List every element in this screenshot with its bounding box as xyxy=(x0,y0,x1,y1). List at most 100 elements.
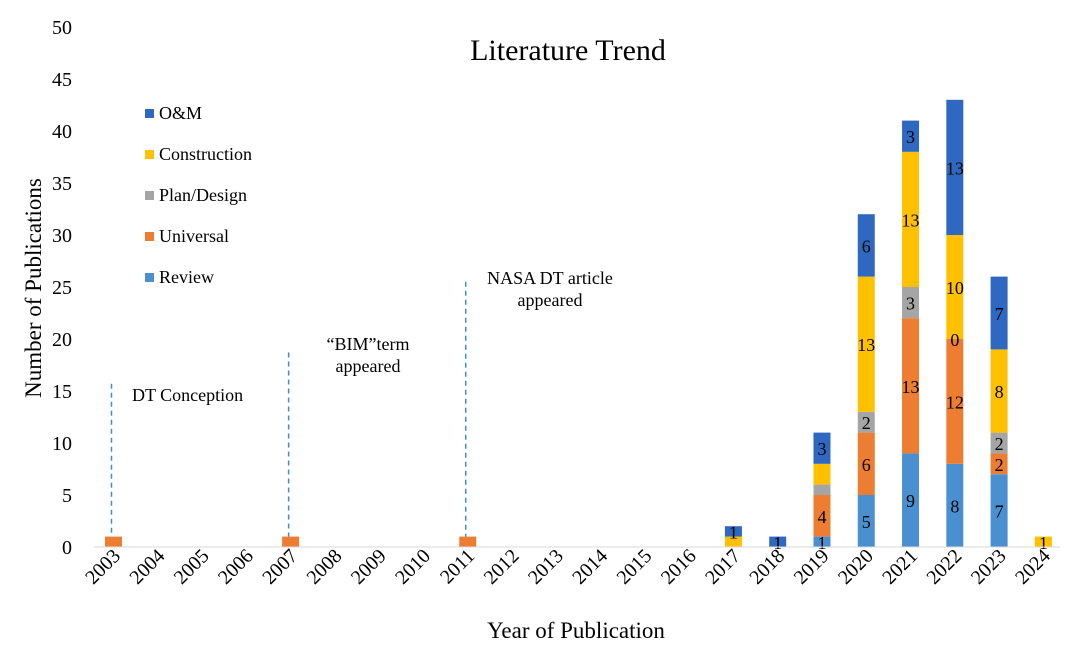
x-tick-label: 2007 xyxy=(258,545,302,589)
x-tick-label: 2021 xyxy=(878,545,922,589)
x-tick-label: 2005 xyxy=(170,545,214,589)
data-label: 3 xyxy=(817,439,826,459)
legend-swatch xyxy=(145,232,154,241)
bar-segment xyxy=(902,287,920,319)
x-tick-label: 2014 xyxy=(568,545,612,589)
annotation-text: NASA DT article xyxy=(487,268,613,288)
bar-segment xyxy=(902,120,920,152)
data-label: 1 xyxy=(1039,533,1048,553)
x-tick-label: 2010 xyxy=(391,545,435,589)
bar-segment xyxy=(813,484,831,495)
legend-label: O&M xyxy=(159,103,202,123)
y-tick-label: 45 xyxy=(52,69,72,91)
data-label: 6 xyxy=(862,455,871,475)
annotation-text: DT Conception xyxy=(132,385,243,405)
bar-segment xyxy=(724,526,742,537)
data-label: 10 xyxy=(946,278,964,298)
x-tick-label: 2013 xyxy=(524,545,568,589)
y-tick-label: 30 xyxy=(52,225,72,247)
data-label: 2 xyxy=(995,455,1004,475)
x-tick-label: 2022 xyxy=(923,545,967,589)
y-tick-label: 25 xyxy=(52,277,72,299)
x-tick-label: 2012 xyxy=(480,545,524,589)
data-label: 12 xyxy=(946,392,964,412)
legend-label: Review xyxy=(159,267,214,287)
x-tick-label: 2016 xyxy=(657,545,701,589)
legend-swatch xyxy=(145,109,154,118)
bar-segment xyxy=(724,536,742,547)
y-tick-label: 15 xyxy=(52,381,72,403)
x-tick-label: 2020 xyxy=(834,545,878,589)
bar-segment xyxy=(813,463,831,485)
y-tick-label: 20 xyxy=(52,329,72,351)
legend-swatch xyxy=(145,150,154,159)
x-axis-ticks: 2003 2004 2005 2006 2007 2008 2009 2010 2011 2012… xyxy=(81,545,1055,589)
y-axis-label: Number of Publications xyxy=(21,178,46,398)
y-axis-ticks: 0 5 10 15 20 25 30 35 40 45 50 xyxy=(52,17,72,559)
bar-segment xyxy=(857,214,875,277)
bar-segment xyxy=(946,463,964,547)
x-tick-label: 2019 xyxy=(790,545,834,589)
bar-segment xyxy=(813,495,831,537)
data-label: 13 xyxy=(946,158,964,178)
data-label: 9 xyxy=(906,491,915,511)
y-tick-label: 40 xyxy=(52,121,72,143)
data-label: 3 xyxy=(906,294,915,314)
bar-segment xyxy=(282,536,300,547)
data-label: 6 xyxy=(862,236,871,256)
x-tick-label: 2009 xyxy=(347,545,391,589)
bar-segment xyxy=(946,99,964,235)
data-label: 13 xyxy=(857,335,875,355)
data-label: 2 xyxy=(862,413,871,433)
x-tick-label: 2018 xyxy=(745,545,789,589)
bar-segment xyxy=(459,536,477,547)
bar-segment xyxy=(902,151,920,287)
bar-segment xyxy=(857,411,875,433)
chart-title: Literature Trend xyxy=(470,34,666,67)
data-label: 4 xyxy=(817,507,826,527)
bar-segment xyxy=(105,536,122,547)
annotation-text: “BIM”term xyxy=(327,334,410,354)
bar-segment xyxy=(990,349,1008,433)
bar-segment xyxy=(990,276,1008,350)
data-label: 7 xyxy=(995,304,1004,324)
legend: O&M Construction Plan/Design Universal Revie… xyxy=(145,103,252,287)
annotation-text: appeared xyxy=(336,356,401,376)
bar-segment xyxy=(857,495,875,547)
y-tick-label: 0 xyxy=(62,537,72,559)
data-label: 1 xyxy=(773,533,782,553)
x-tick-label: 2023 xyxy=(967,545,1011,589)
data-label: 1 xyxy=(817,533,826,553)
x-tick-label: 2017 xyxy=(701,545,745,589)
bar-segment xyxy=(902,318,920,454)
x-axis-label: Year of Publication xyxy=(487,618,665,643)
legend-swatch xyxy=(145,273,154,282)
data-label: 13 xyxy=(902,210,920,230)
legend-swatch xyxy=(145,191,154,200)
bar-segment xyxy=(769,536,787,547)
x-tick-label: 2008 xyxy=(303,545,347,589)
x-tick-label: 2015 xyxy=(613,545,657,589)
bar-segment xyxy=(813,432,831,464)
legend-label: Construction xyxy=(159,144,252,164)
x-tick-label: 2003 xyxy=(81,545,125,589)
x-tick-label: 2011 xyxy=(436,545,479,588)
data-label: 13 xyxy=(902,377,920,397)
data-label: 2 xyxy=(995,434,1004,454)
bars xyxy=(105,99,1052,547)
y-tick-label: 35 xyxy=(52,173,72,195)
legend-label: Plan/Design xyxy=(159,185,247,205)
bar-segment xyxy=(857,432,875,495)
x-tick-label: 2006 xyxy=(214,545,258,589)
y-tick-label: 5 xyxy=(62,485,72,507)
bar-segment xyxy=(857,276,875,412)
y-tick-label: 10 xyxy=(52,433,72,455)
legend-label: Universal xyxy=(159,226,229,246)
y-tick-label: 50 xyxy=(52,17,72,39)
data-label: 5 xyxy=(862,512,871,532)
bar-segment xyxy=(990,432,1008,454)
bar-segment xyxy=(990,474,1008,547)
